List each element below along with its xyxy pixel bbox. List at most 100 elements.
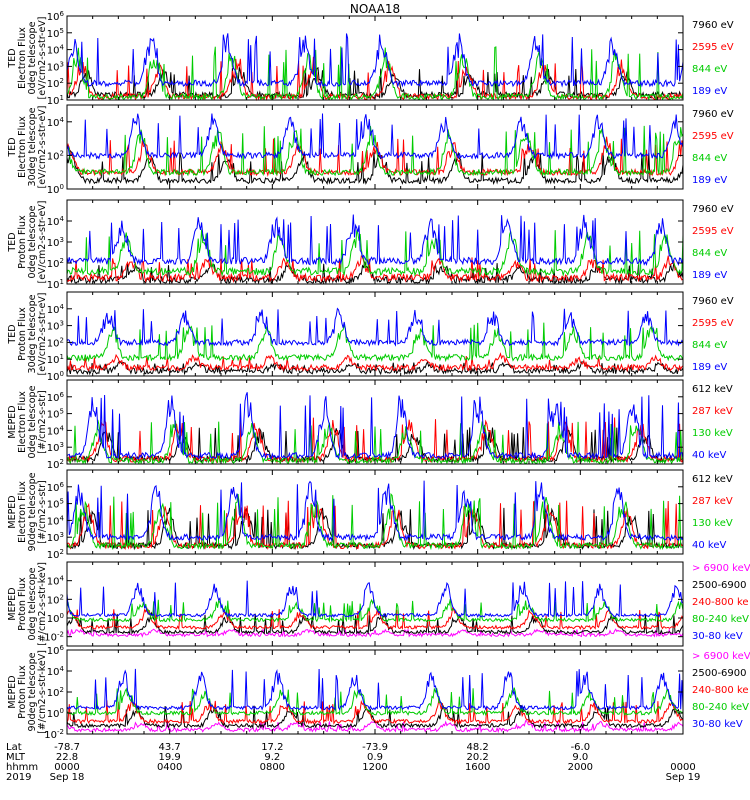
y-tick-label: 101 — [47, 353, 64, 366]
legend-entry: 30-80 keV — [692, 719, 743, 730]
panel-ylabel-line: [eV/cm2-s-str-eV] — [37, 200, 48, 284]
legend-entry: 240-800 ke — [692, 685, 749, 696]
x-tick-label: 0000 — [54, 762, 79, 773]
y-tick-label: 102 — [47, 149, 64, 162]
y-tick-label: 103 — [47, 441, 64, 454]
legend-entry: 189 eV — [692, 86, 728, 97]
x-tick-label: 1200 — [362, 762, 387, 773]
y-tick-label: 100 — [47, 707, 64, 720]
legend-entry: 7960 eV — [692, 20, 734, 31]
panel-ylabel: TED Proton Flux 0deg telescope [eV/cm2-s-st… — [7, 199, 48, 285]
panel-ylabel: MEPED Proton Flux 0deg telescope [#/cm2-s-s… — [7, 561, 48, 647]
legend-entry: 844 eV — [692, 248, 728, 259]
x-tick-label: 1600 — [465, 762, 490, 773]
series-line-2-1 — [66, 149, 684, 186]
legend-entry: 30-80 keV — [692, 631, 743, 642]
legend-entry: 2595 eV — [692, 318, 734, 329]
legend-entry: 7960 eV — [692, 109, 734, 120]
panel-ylabel: MEPED Electron Flux 90deg telescope [#/cm2-… — [7, 469, 48, 555]
row-label-2019: 2019 — [6, 772, 31, 783]
panel-5: 102 103 104 105 106 — [47, 379, 684, 471]
y-tick-label: 106 — [47, 481, 65, 494]
legend-entry: 40 keV — [692, 540, 727, 551]
series-line-7-2 — [66, 611, 684, 636]
panel-8: 10-2 100 102 104 106 — [44, 644, 684, 741]
panel-ylabel-line: [#/cm2-s-str-keV] — [37, 562, 48, 646]
y-tick-label: 106 — [47, 10, 65, 23]
legend-entry: 844 eV — [692, 64, 728, 75]
series-line-8-4 — [66, 687, 684, 717]
legend-entry: 80-240 keV — [692, 614, 750, 625]
x-tick-label: -78.7 — [54, 742, 80, 753]
legend-entry: 189 eV — [692, 270, 728, 281]
y-tick-label: 106 — [47, 391, 65, 404]
legend-entry: 2595 eV — [692, 226, 734, 237]
x-tick-label: 19.9 — [159, 752, 181, 763]
y-tick-label: 102 — [47, 257, 64, 270]
legend-entry: 130 keV — [692, 428, 733, 439]
y-tick-label: 100 — [47, 612, 64, 625]
x-tick-label: 48.2 — [467, 742, 489, 753]
series-line-2-2 — [66, 136, 684, 178]
panel-ylabel-line: [eV/cm2-s-str-eV] — [37, 105, 48, 189]
x-tick-label: 2000 — [568, 762, 593, 773]
series-line-4-2 — [66, 352, 684, 373]
legend-entry: 844 eV — [692, 153, 728, 164]
series-line-4-4 — [66, 307, 684, 347]
x-tick-label: 22.8 — [56, 752, 78, 763]
y-tick-label: 104 — [47, 303, 65, 316]
y-tick-label: 104 — [47, 116, 65, 129]
chart-title: NOAA18 — [349, 2, 401, 16]
y-tick-label: 105 — [47, 27, 64, 40]
panel-ylabel: MEPED Proton Flux 90deg telescope [#/cm2-s-… — [7, 649, 48, 735]
y-tick-label: 103 — [47, 531, 64, 544]
y-tick-label: 106 — [47, 644, 65, 657]
x-tick-label: 17.2 — [261, 742, 283, 753]
series-line-8-2 — [66, 705, 684, 730]
panel-ylabel-line: [#/cm2-s-str-keV] — [37, 650, 48, 734]
y-tick-label: 103 — [47, 60, 64, 73]
legend-entry: 287 keV — [692, 496, 733, 507]
legend-entry: 130 keV — [692, 518, 733, 529]
y-tick-label: 102 — [47, 458, 64, 471]
series-line-8-5 — [66, 668, 684, 711]
y-tick-label: 105 — [47, 408, 64, 421]
legend-entry: 240-800 ke — [692, 597, 749, 608]
legend-entry: 189 eV — [692, 362, 728, 373]
series-line-7-3 — [66, 606, 684, 631]
row-label-hhmm: hhmm — [6, 762, 38, 773]
row-label-lat: Lat — [6, 742, 22, 753]
y-tick-label: 104 — [47, 575, 65, 588]
x-date-label: Sep 18 — [50, 772, 85, 783]
series-line-7-1 — [66, 627, 684, 638]
legend-entry: 2595 eV — [692, 131, 734, 142]
legend-entry: 80-240 keV — [692, 702, 750, 713]
panel-ylabel-line: [#/cm2-s-str] — [37, 390, 48, 454]
series-line-2-4 — [66, 113, 684, 161]
x-tick-label: 0.9 — [367, 752, 383, 763]
y-tick-label: 102 — [47, 593, 64, 606]
legend-entry: 7960 eV — [692, 204, 734, 215]
series-line-5-4 — [66, 392, 684, 460]
y-tick-label: 104 — [47, 665, 65, 678]
panel-ylabel: TED Electron Flux 0deg telescope [eV/cm2-s-… — [7, 15, 48, 101]
legend-entry: 40 keV — [692, 450, 727, 461]
y-tick-label: 10-2 — [44, 631, 64, 644]
y-tick-label: 104 — [47, 215, 65, 228]
series-line-1-4 — [66, 33, 684, 88]
panel-1: 101 102 103 104 105 106 — [47, 10, 684, 107]
series-line-3-4 — [66, 214, 684, 267]
series-line-6-2 — [66, 500, 684, 551]
legend-entry: 844 eV — [692, 340, 728, 351]
y-tick-label: 100 — [47, 183, 64, 196]
panel-3: 101 102 103 104 — [47, 199, 684, 291]
legend-entry: 7960 eV — [692, 296, 734, 307]
y-tick-label: 103 — [47, 236, 64, 249]
panel-ylabel: TED Proton Flux 30deg telescope [eV/cm2-s-s… — [7, 291, 48, 377]
series-line-3-3 — [66, 229, 684, 277]
panel-4: 100 101 102 103 104 — [47, 291, 684, 383]
panel-2: 100 102 104 — [47, 104, 684, 196]
x-date-label: Sep 19 — [666, 772, 701, 783]
x-tick-label: -73.9 — [362, 742, 388, 753]
x-tick-label: 0800 — [260, 762, 285, 773]
